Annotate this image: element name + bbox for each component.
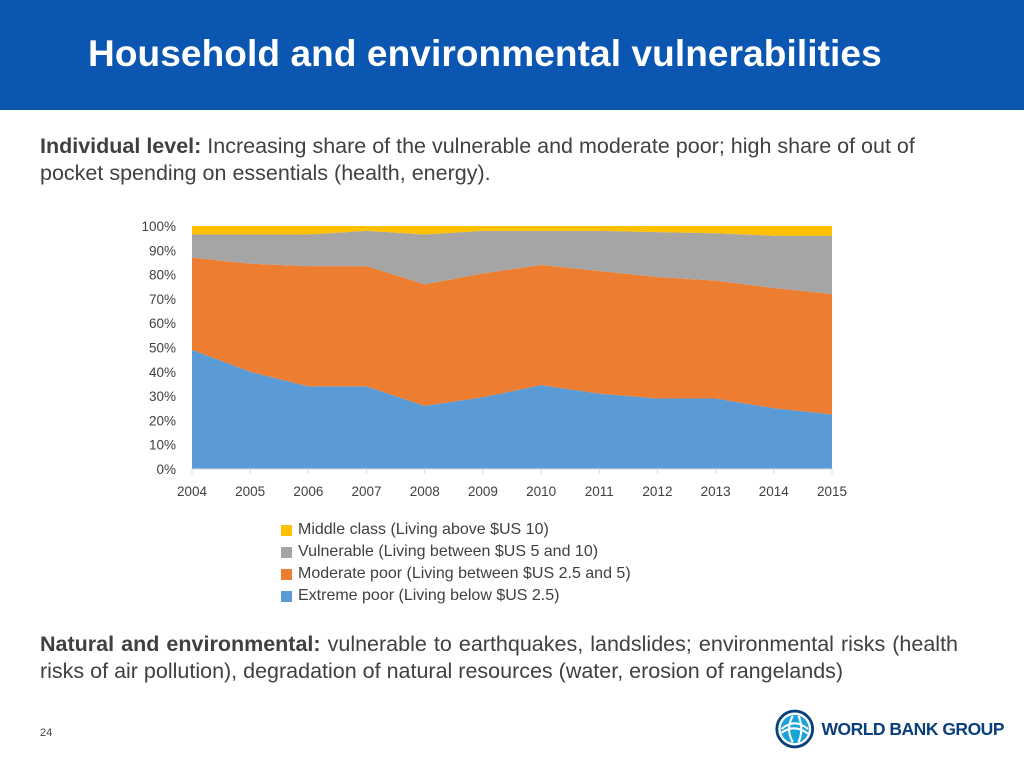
x-tick-label: 2005	[235, 484, 265, 499]
y-tick-label: 0%	[156, 462, 176, 477]
globe-icon	[775, 709, 815, 749]
intro-paragraph: Individual level: Increasing share of th…	[40, 133, 983, 187]
legend-label: Moderate poor (Living between $US 2.5 an…	[298, 565, 631, 582]
y-tick-label: 90%	[149, 243, 176, 258]
y-tick-label: 80%	[149, 268, 176, 283]
legend-item: Middle class (Living above $US 10)	[281, 519, 631, 541]
logo-text: WORLD BANK GROUP	[821, 718, 1004, 739]
y-tick-label: 70%	[149, 292, 176, 307]
x-tick-label: 2014	[759, 484, 790, 499]
legend-item: Extreme poor (Living below $US 2.5)	[281, 585, 631, 607]
legend-item: Moderate poor (Living between $US 2.5 an…	[281, 563, 631, 585]
stacked-area-chart: 0% 10% 20% 30% 40% 50% 60% 70% 80% 90% 100% 2004 200…	[130, 212, 870, 512]
x-tick-label: 2008	[410, 484, 440, 499]
x-tick-label: 2004	[177, 484, 208, 499]
y-tick-label: 60%	[149, 316, 176, 331]
area-vulnerable	[192, 230, 832, 295]
legend-swatch	[281, 568, 292, 580]
y-tick-label: 40%	[149, 365, 176, 380]
x-tick-label: 2015	[817, 484, 847, 499]
chart-svg: 0% 10% 20% 30% 40% 50% 60% 70% 80% 90% 100% 2004 200…	[141, 219, 847, 499]
closing-label: Natural and environmental:	[40, 632, 321, 656]
intro-text: Increasing share of the vulnerable and m…	[40, 134, 915, 185]
title-bar: Household and environmental vulnerabilit…	[0, 0, 1024, 110]
intro-label: Individual level:	[40, 134, 202, 158]
closing-text: vulnerable to earthquakes, landslides; e…	[40, 632, 958, 683]
y-tick-label: 20%	[149, 413, 176, 428]
page-number: 24	[40, 727, 53, 739]
y-tick-label: 100%	[141, 219, 176, 234]
legend-label: Vulnerable (Living between $US 5 and 10)	[298, 543, 599, 560]
area-middle-class	[192, 226, 832, 236]
x-tick-label: 2011	[585, 484, 614, 499]
x-tick-label: 2007	[352, 484, 382, 499]
area-extreme-poor	[192, 349, 832, 469]
y-tick-label: 30%	[149, 389, 176, 404]
x-tick-label: 2006	[293, 484, 323, 499]
legend-swatch	[281, 524, 292, 536]
legend-item: Vulnerable (Living between $US 5 and 10)	[281, 541, 631, 563]
x-tick-label: 2009	[468, 484, 498, 499]
legend-label: Extreme poor (Living below $US 2.5)	[298, 587, 560, 604]
legend-label: Middle class (Living above $US 10)	[298, 521, 549, 538]
legend-swatch	[281, 546, 292, 558]
y-tick-label: 50%	[149, 341, 176, 356]
area-moderate-poor	[192, 257, 832, 415]
x-tick-label: 2012	[642, 484, 672, 499]
x-tick-label: 2010	[526, 484, 556, 499]
x-tick-label: 2013	[701, 484, 731, 499]
chart-legend: Middle class (Living above $US 10) Vulner…	[281, 519, 631, 607]
world-bank-group-logo: WORLD BANK GROUP	[774, 705, 1004, 753]
page-title: Household and environmental vulnerabilit…	[88, 33, 882, 74]
y-tick-label: 10%	[149, 438, 176, 453]
closing-paragraph: Natural and environmental: vulnerable to…	[40, 631, 958, 685]
legend-swatch	[281, 590, 292, 602]
